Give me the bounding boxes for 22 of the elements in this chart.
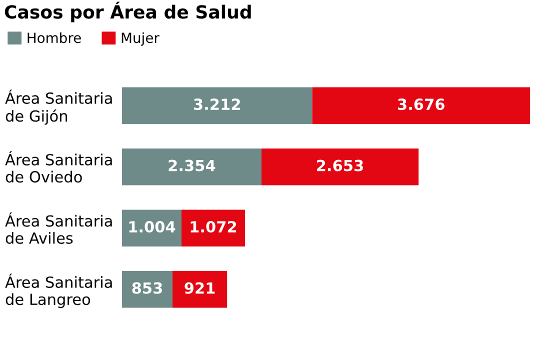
bar xyxy=(261,148,419,186)
bar xyxy=(122,148,262,186)
bar xyxy=(122,87,312,124)
bar xyxy=(312,87,530,124)
y-tick-label: Área Sanitaria de Oviedo xyxy=(5,151,112,183)
bar xyxy=(122,271,173,308)
data-label: 921 xyxy=(184,282,215,294)
legend-label: Mujer xyxy=(122,32,160,46)
bar xyxy=(172,271,228,308)
y-tick-label: Área Sanitaria de Aviles xyxy=(5,212,112,244)
data-label: 2.354 xyxy=(168,160,216,172)
legend-label: Hombre xyxy=(28,32,81,44)
data-label: 1.072 xyxy=(190,221,236,233)
data-label: 853 xyxy=(132,282,162,294)
data-label: 3.212 xyxy=(194,98,240,110)
y-tick-label: Área Sanitaria de Gijón xyxy=(5,90,112,125)
data-label: 3.676 xyxy=(398,98,444,110)
data-label: 1.004 xyxy=(129,221,176,233)
bar xyxy=(181,210,245,246)
y-tick-label: Área Sanitaria de Langreo xyxy=(5,274,112,308)
data-label: 2.653 xyxy=(317,160,363,172)
chart-title: Casos por Área de Salud xyxy=(4,2,251,22)
